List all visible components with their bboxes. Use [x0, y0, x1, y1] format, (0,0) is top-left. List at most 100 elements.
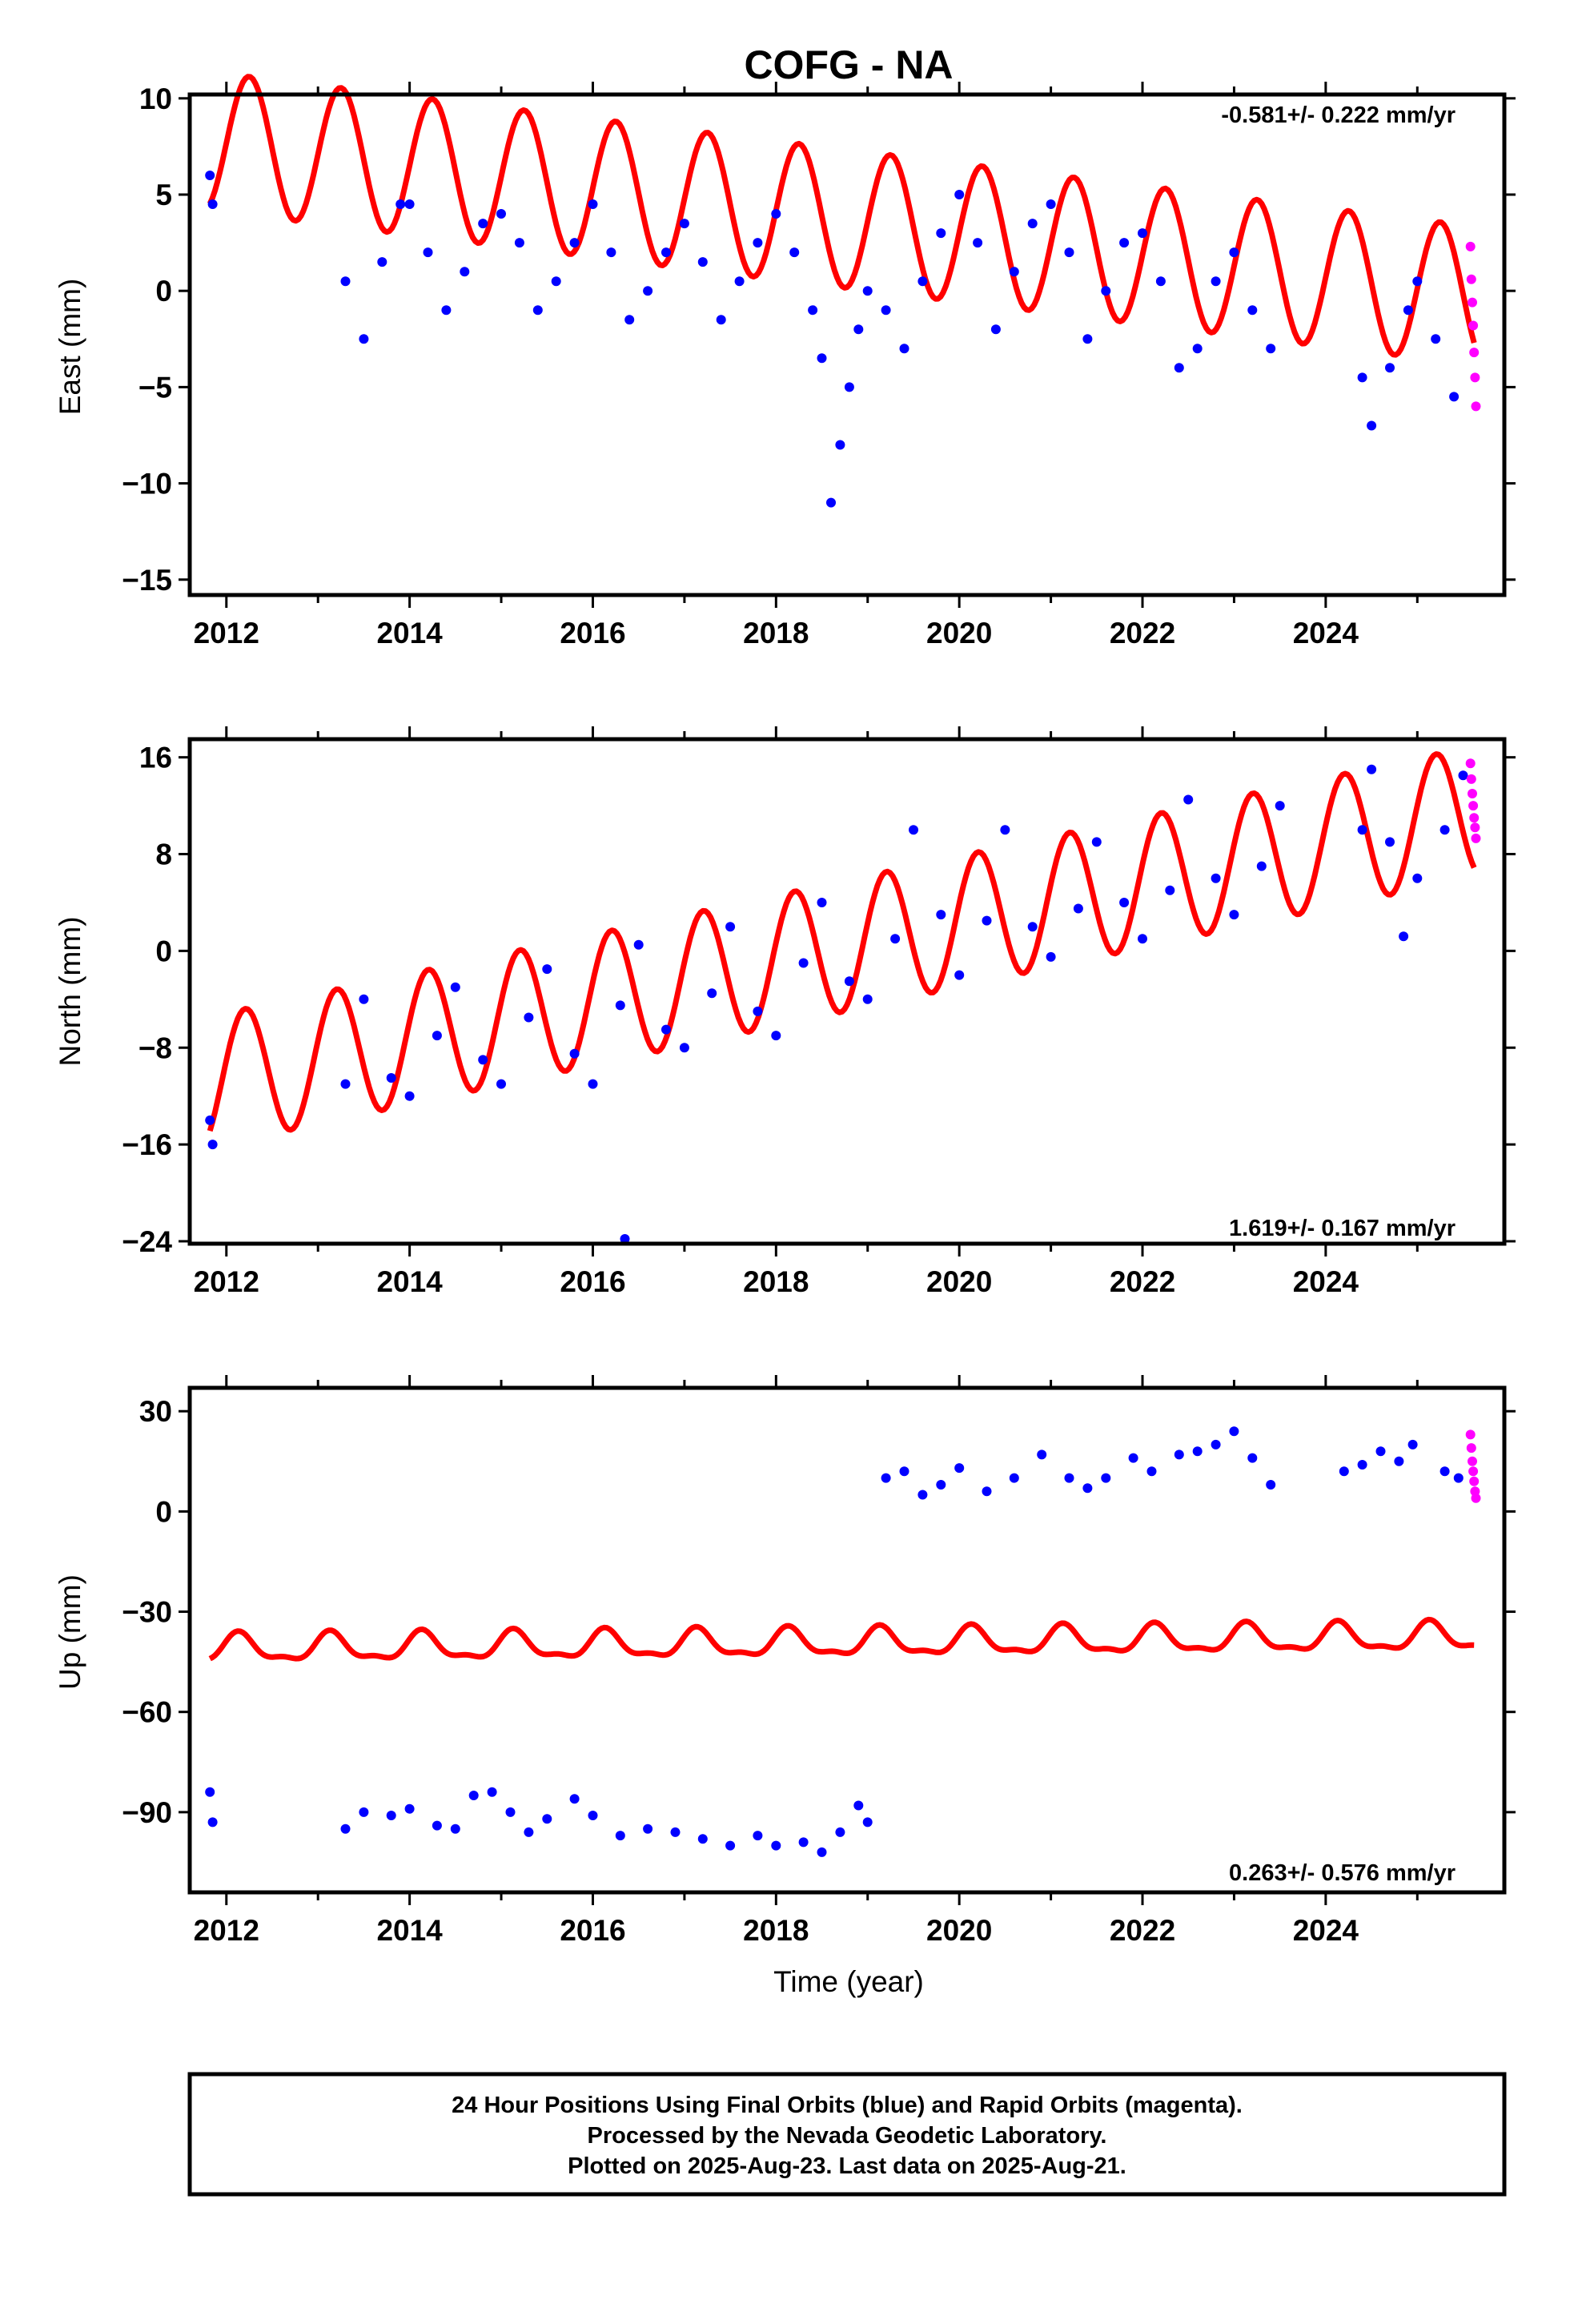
up-y-tick-label: 30 [139, 1395, 172, 1428]
east-final-point [404, 199, 415, 209]
north-final-point [909, 825, 918, 835]
chart-title: COFG - NA [744, 42, 953, 87]
north-final-point [771, 1031, 781, 1041]
east-x-tick-label: 2014 [376, 617, 443, 649]
east-final-point [1229, 247, 1239, 258]
up-final-point [340, 1823, 351, 1834]
east-final-point [1357, 372, 1367, 383]
up-rapid-point [1469, 1476, 1480, 1486]
up-final-point [1247, 1453, 1258, 1463]
up-final-point [468, 1791, 479, 1800]
north-rapid-point [1468, 801, 1479, 811]
north-final-point [588, 1079, 598, 1089]
up-final-point [817, 1847, 827, 1857]
up-final-point [982, 1486, 992, 1497]
north-final-point [725, 922, 736, 932]
up-rapid-point [1468, 1456, 1477, 1466]
up-final-point [1394, 1456, 1404, 1466]
up-final-point [725, 1840, 736, 1851]
north-final-point [432, 1031, 442, 1041]
east-final-point [990, 324, 1001, 335]
north-final-point [1165, 885, 1175, 895]
east-y-tick-label: −5 [139, 371, 172, 404]
up-final-point [1064, 1473, 1074, 1483]
east-final-point [881, 305, 891, 316]
east-final-point [899, 344, 909, 354]
north-final-point [1439, 825, 1450, 835]
up-final-point [697, 1834, 708, 1844]
footer-line-3: Plotted on 2025-Aug-23. Last data on 202… [568, 2153, 1126, 2179]
east-final-point [734, 276, 745, 287]
east-rapid-point [1469, 348, 1480, 358]
east-rapid-point [1470, 372, 1480, 383]
up-final-point [643, 1823, 653, 1834]
up-final-point [1128, 1453, 1138, 1463]
east-rapid-point [1468, 320, 1479, 331]
footer-line-2: Processed by the Nevada Geodetic Laborat… [588, 2123, 1107, 2149]
up-final-point [670, 1827, 681, 1837]
up-final-point [487, 1787, 497, 1797]
north-final-point [633, 939, 644, 950]
north-final-point [620, 1234, 630, 1244]
north-final-point [1458, 770, 1468, 781]
up-final-point [899, 1466, 909, 1477]
east-final-point [1412, 276, 1423, 287]
east-y-tick-label: −10 [122, 468, 172, 501]
north-x-tick-label: 2022 [1110, 1265, 1175, 1298]
east-final-point [643, 286, 653, 296]
up-x-tick-label: 2014 [376, 1914, 443, 1947]
up-final-point [1229, 1426, 1239, 1437]
east-final-point [808, 305, 818, 316]
east-rapid-point [1465, 241, 1476, 251]
north-x-tick-label: 2024 [1293, 1265, 1359, 1298]
up-final-point [954, 1463, 965, 1474]
north-final-point [1275, 801, 1285, 811]
up-rapid-point [1471, 1493, 1481, 1503]
north-final-point [890, 934, 901, 944]
east-final-point [1064, 247, 1074, 258]
north-rapid-point [1466, 774, 1476, 784]
up-x-tick-label: 2020 [926, 1914, 992, 1947]
north-y-tick-label: −8 [139, 1031, 172, 1064]
up-final-point [881, 1473, 891, 1483]
east-final-point [1247, 305, 1258, 316]
east-final-point [1385, 363, 1395, 373]
north-rapid-point [1470, 822, 1480, 833]
east-final-point [1266, 344, 1276, 354]
east-y-tick-label: 5 [155, 179, 172, 211]
north-final-point [954, 970, 965, 980]
east-final-point [771, 209, 781, 219]
north-final-point [496, 1079, 506, 1089]
north-final-point [1412, 873, 1423, 883]
north-x-tick-label: 2016 [560, 1265, 625, 1298]
north-final-point [1229, 910, 1239, 920]
north-final-point [359, 994, 369, 1004]
east-final-point [917, 276, 928, 287]
east-final-point [1046, 199, 1056, 209]
north-axes-layer: 16 8 0 −8 −16 −24 2012 2014 2016 2018 2020 2022 2024 [122, 726, 1516, 1298]
up-final-point [1439, 1466, 1450, 1477]
north-final-point [862, 994, 873, 1004]
east-final-point [624, 315, 635, 325]
up-panel: 30 0 −30 −60 −90 2012 2014 2016 2018 2020 2022 2024… [54, 1375, 1516, 1998]
north-final-point [1119, 898, 1130, 907]
east-x-tick-label: 2012 [194, 617, 259, 649]
up-final-point [450, 1823, 460, 1834]
up-rapid-point [1465, 1429, 1476, 1440]
north-points-layer [205, 758, 1481, 1244]
north-x-tick-label: 2020 [926, 1265, 992, 1298]
up-final-point [386, 1811, 396, 1820]
north-final-point [340, 1079, 351, 1089]
up-final-point [207, 1817, 218, 1827]
up-final-point [798, 1837, 809, 1848]
north-final-point [798, 958, 809, 968]
north-y-tick-label: 16 [139, 742, 172, 774]
east-x-tick-label: 2020 [926, 617, 992, 649]
up-final-point [1357, 1460, 1367, 1470]
up-points-layer [205, 1426, 1481, 1857]
up-final-point [1375, 1446, 1386, 1457]
east-final-point [377, 257, 387, 267]
east-final-point [1449, 392, 1460, 402]
east-final-point [716, 315, 726, 325]
east-final-point [1082, 334, 1093, 344]
